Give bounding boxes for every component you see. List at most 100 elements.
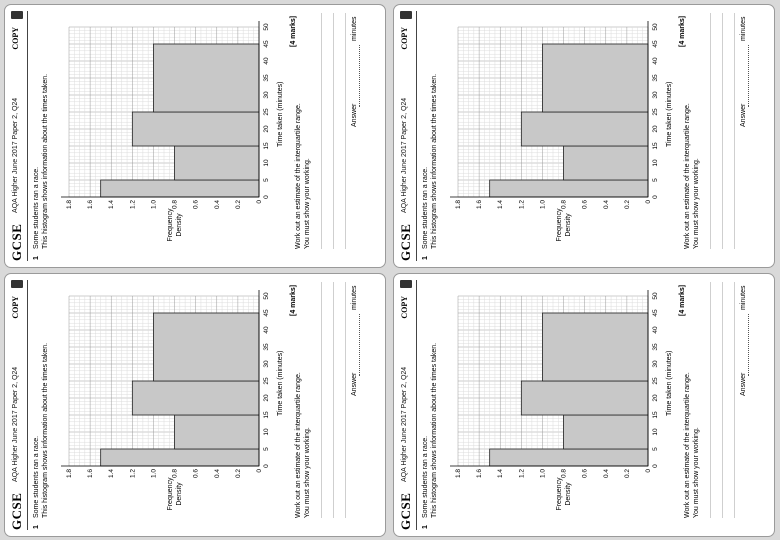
y-tick-label: 1.8 (66, 200, 73, 209)
histogram-chart: 0 5 10 15 20 25 30 35 40 45 50 0 0.2 0.4 0.6 0.8 1.0 1.2 1… (450, 21, 659, 209)
working-line (710, 282, 711, 518)
intro-line-2: This histogram shows information about t… (42, 342, 49, 518)
x-tick-label: 20 (652, 394, 659, 402)
y-tick-label: 0.2 (235, 200, 242, 209)
y-tick-label: 1.4 (497, 200, 504, 209)
histogram-bar (153, 312, 260, 382)
x-tick-label: 10 (652, 159, 659, 167)
marks-label: [4 marks] (679, 15, 686, 47)
answer-line[interactable] (359, 314, 360, 376)
working-line (321, 282, 322, 518)
question-number: 1 (33, 525, 40, 529)
calculator-icon (400, 280, 412, 288)
x-tick-label: 50 (263, 23, 270, 31)
working-line (333, 13, 334, 249)
answer-unit: minutes (351, 285, 358, 310)
answer-line[interactable] (748, 45, 749, 107)
y-tick-label: 1.2 (518, 200, 525, 209)
y-tick-label: 1.0 (539, 200, 546, 209)
worksheet-card-3: GCSE AQA Higher June 2017 Paper 2, Q24 C… (4, 273, 386, 537)
intro-line-2: This histogram shows information about t… (431, 342, 438, 518)
y-tick-label: 1.2 (518, 469, 525, 478)
x-tick-label: 10 (263, 159, 270, 167)
source-label: AQA Higher June 2017 Paper 2, Q24 (401, 366, 408, 482)
histogram-bar (131, 111, 260, 147)
x-tick-label: 25 (263, 108, 270, 116)
source-label: AQA Higher June 2017 Paper 2, Q24 (12, 366, 19, 482)
y-tick-label: 1.0 (150, 469, 157, 478)
x-tick-label: 5 (263, 447, 270, 451)
marks-label: [4 marks] (679, 284, 686, 316)
x-tick-label: 0 (263, 195, 270, 199)
y-tick-label: 0.8 (172, 469, 179, 478)
copy-label: COPY (400, 296, 409, 319)
y-tick-label: 0 (256, 469, 263, 473)
task-line-2: You must show your working. (304, 158, 311, 249)
y-tick-label: 0.8 (561, 200, 568, 209)
y-tick-label: 0 (256, 200, 263, 204)
histogram-bar (174, 414, 260, 450)
x-tick-label: 35 (263, 74, 270, 82)
answer-line[interactable] (748, 314, 749, 376)
page-header: GCSE AQA Higher June 2017 Paper 2, Q24 C… (9, 280, 28, 530)
x-tick-label: 45 (652, 40, 659, 48)
copy-label: COPY (11, 296, 20, 319)
y-tick-label: 0.6 (193, 469, 200, 478)
histogram-bar (489, 448, 649, 467)
working-line (734, 282, 735, 518)
x-tick-label: 30 (263, 91, 270, 99)
y-tick-label: 1.4 (108, 200, 115, 209)
x-tick-label: 10 (652, 428, 659, 436)
histogram-bar (542, 312, 649, 382)
histogram-bar (563, 145, 649, 181)
calculator-icon (11, 11, 23, 19)
gcse-label: GCSE (398, 492, 413, 530)
y-tick-label: 1.0 (539, 469, 546, 478)
answer-unit: minutes (740, 285, 747, 310)
histogram-chart: 0 5 10 15 20 25 30 35 40 45 50 0 0.2 0.4 0.6 0.8 1.0 1.2 1… (61, 290, 270, 478)
x-tick-label: 45 (263, 309, 270, 317)
x-tick-label: 20 (263, 394, 270, 402)
working-line (710, 13, 711, 249)
answer-line[interactable] (359, 45, 360, 107)
rotated-page: GCSE AQA Higher June 2017 Paper 2, Q24 C… (5, 274, 385, 536)
y-tick-label: 0.4 (603, 469, 610, 478)
x-tick-label: 45 (263, 40, 270, 48)
copy-label: COPY (400, 27, 409, 50)
y-tick-label: 0.4 (214, 200, 221, 209)
histogram-bar (100, 448, 260, 467)
x-tick-label: 0 (652, 195, 659, 199)
x-tick-label: 10 (263, 428, 270, 436)
x-tick-label: 40 (263, 326, 270, 334)
y-tick-label: 0.2 (624, 469, 631, 478)
y-tick-label: 1.6 (476, 469, 483, 478)
intro-line-1: Some students ran a race. (33, 166, 40, 249)
x-axis-label: Time taken (minutes) (666, 350, 673, 416)
x-axis-label: Time taken (minutes) (666, 81, 673, 147)
y-tick-label: 0.6 (582, 200, 589, 209)
question-number: 1 (33, 256, 40, 260)
answer-label: Answer (740, 372, 747, 396)
intro-line-2: This histogram shows information about t… (431, 73, 438, 249)
histogram-bar (100, 179, 260, 198)
task-line-1: Work out an estimate of the interquartil… (684, 372, 691, 518)
histogram-bar (174, 145, 260, 181)
x-tick-label: 20 (652, 125, 659, 133)
y-tick-label: 0.4 (214, 469, 221, 478)
intro-line-1: Some students ran a race. (422, 166, 429, 249)
question-number: 1 (422, 256, 429, 260)
answer-label: Answer (740, 103, 747, 127)
x-tick-label: 40 (652, 57, 659, 65)
x-tick-label: 25 (652, 108, 659, 116)
y-tick-label: 1.2 (129, 200, 136, 209)
x-tick-label: 35 (263, 343, 270, 351)
copy-label: COPY (11, 27, 20, 50)
x-tick-label: 45 (652, 309, 659, 317)
intro-line-2: This histogram shows information about t… (42, 73, 49, 249)
intro-line-1: Some students ran a race. (33, 435, 40, 518)
y-tick-label: 0.2 (235, 469, 242, 478)
x-tick-label: 35 (652, 74, 659, 82)
x-tick-label: 50 (652, 23, 659, 31)
histogram-bar (542, 43, 649, 113)
x-tick-label: 5 (263, 178, 270, 182)
